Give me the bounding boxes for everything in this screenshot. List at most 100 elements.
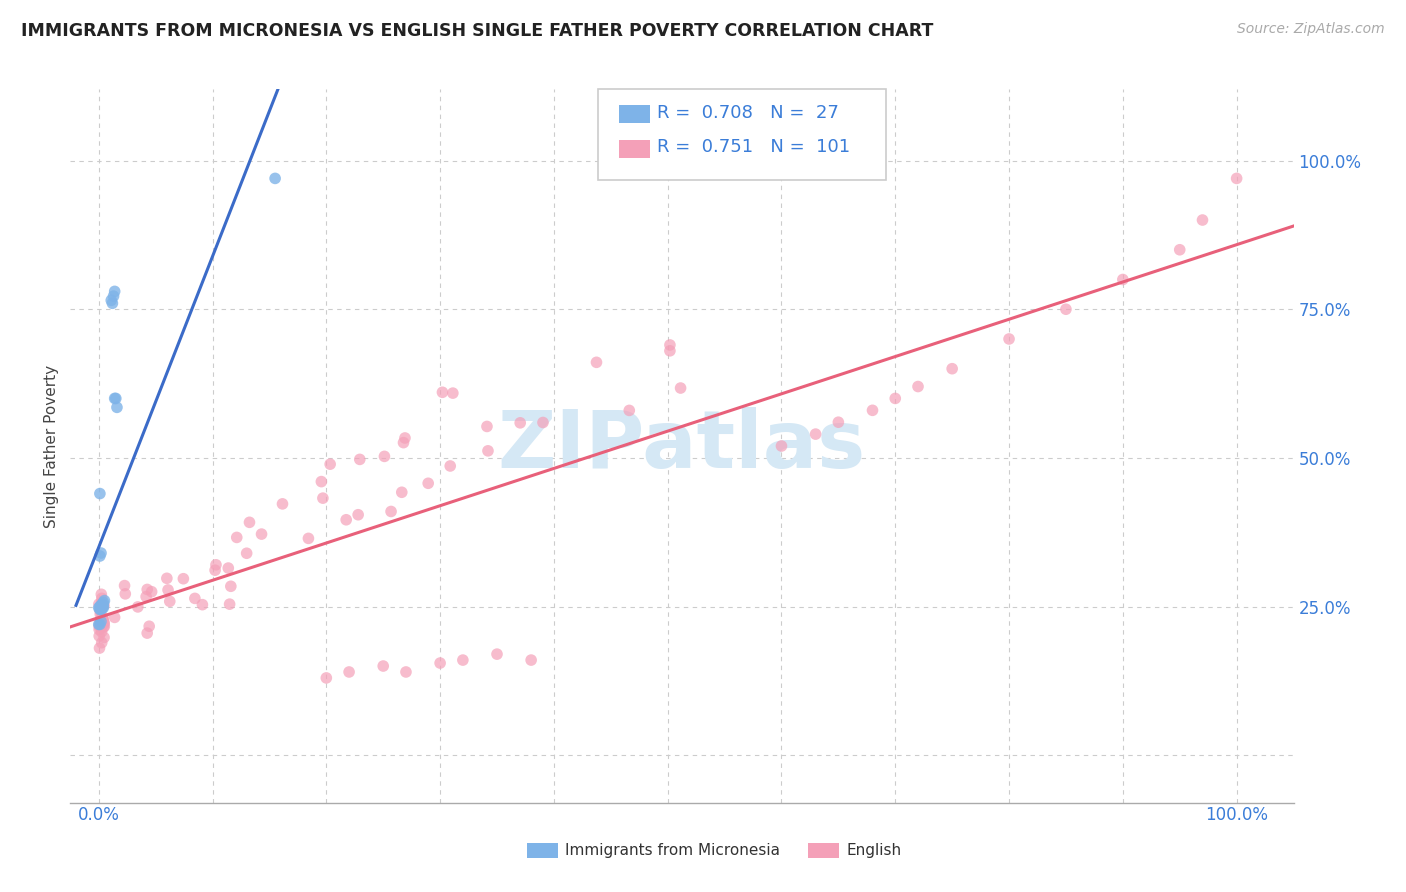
Point <box>93 599 115 613</box>
Point <box>91 599 114 613</box>
Point <box>394 431 416 445</box>
Point <box>91 612 114 626</box>
Point <box>89 602 111 616</box>
Point <box>141 584 163 599</box>
Point <box>89 607 111 621</box>
Point <box>135 590 157 604</box>
Point <box>235 546 257 560</box>
Point <box>225 530 247 544</box>
Point <box>1226 171 1249 186</box>
Point <box>90 587 112 601</box>
Point <box>337 665 360 679</box>
Point <box>250 527 273 541</box>
Point <box>157 582 180 597</box>
Point <box>90 610 112 624</box>
Point <box>91 610 114 624</box>
Point <box>91 599 114 614</box>
Point <box>1191 213 1213 227</box>
Point <box>907 379 929 393</box>
Point <box>804 427 827 442</box>
Point <box>884 392 907 406</box>
Point <box>90 546 112 560</box>
Y-axis label: Single Father Poverty: Single Father Poverty <box>44 365 59 527</box>
Point <box>373 659 395 673</box>
Point <box>862 403 884 417</box>
Point <box>136 582 159 597</box>
Point <box>485 647 508 661</box>
Point <box>93 631 115 645</box>
Point <box>1112 272 1135 286</box>
Point <box>91 614 114 628</box>
Point <box>91 599 114 613</box>
Point <box>90 602 112 616</box>
Point <box>87 597 110 611</box>
Point <box>91 600 114 615</box>
Point <box>439 458 461 473</box>
Point <box>271 497 294 511</box>
Point <box>658 338 681 352</box>
Point <box>264 171 287 186</box>
Text: English: English <box>846 843 901 858</box>
Point <box>1054 302 1077 317</box>
Point <box>998 332 1021 346</box>
Point <box>441 386 464 401</box>
Text: 100.0%: 100.0% <box>1205 805 1268 824</box>
Text: IMMIGRANTS FROM MICRONESIA VS ENGLISH SINGLE FATHER POVERTY CORRELATION CHART: IMMIGRANTS FROM MICRONESIA VS ENGLISH SI… <box>21 22 934 40</box>
Point <box>432 385 454 400</box>
Point <box>191 598 214 612</box>
Point <box>172 572 194 586</box>
Point <box>941 361 963 376</box>
Point <box>89 623 111 637</box>
Point <box>509 416 531 430</box>
Point <box>380 504 402 518</box>
Point <box>89 641 111 656</box>
Text: R =  0.751   N =  101: R = 0.751 N = 101 <box>657 138 849 156</box>
Point <box>90 599 112 613</box>
Point <box>475 419 498 434</box>
Point <box>204 563 226 577</box>
Point <box>520 653 543 667</box>
Point <box>104 392 127 406</box>
Point <box>104 610 127 624</box>
Point <box>89 614 111 628</box>
Point <box>418 476 440 491</box>
Point <box>395 665 418 679</box>
Point <box>347 508 370 522</box>
Text: 0.0%: 0.0% <box>77 805 120 824</box>
Point <box>238 516 260 530</box>
Point <box>114 587 136 601</box>
Point <box>89 617 111 632</box>
Point <box>315 671 337 685</box>
Text: ZIPatlas: ZIPatlas <box>498 407 866 485</box>
Point <box>87 600 110 615</box>
Point <box>90 595 112 609</box>
Point <box>90 591 112 606</box>
Point <box>87 617 110 632</box>
Point <box>105 401 128 415</box>
Point <box>619 403 641 417</box>
Point <box>89 599 111 614</box>
Point <box>87 619 110 633</box>
Point <box>101 296 124 310</box>
Point <box>93 616 115 631</box>
Point <box>127 599 149 614</box>
Point <box>90 624 112 639</box>
Text: Source: ZipAtlas.com: Source: ZipAtlas.com <box>1237 22 1385 37</box>
Point <box>219 579 242 593</box>
Point <box>93 619 115 633</box>
Point <box>136 626 159 640</box>
Point <box>91 601 114 615</box>
Point <box>429 656 451 670</box>
Point <box>1168 243 1191 257</box>
Point <box>104 392 127 406</box>
Point <box>312 491 335 505</box>
Point <box>114 578 136 592</box>
Point <box>335 513 357 527</box>
Point <box>91 620 114 634</box>
Point <box>100 293 122 308</box>
Point <box>218 597 240 611</box>
Point <box>349 452 371 467</box>
Point <box>89 486 111 500</box>
Point <box>391 485 413 500</box>
Point <box>297 532 319 546</box>
